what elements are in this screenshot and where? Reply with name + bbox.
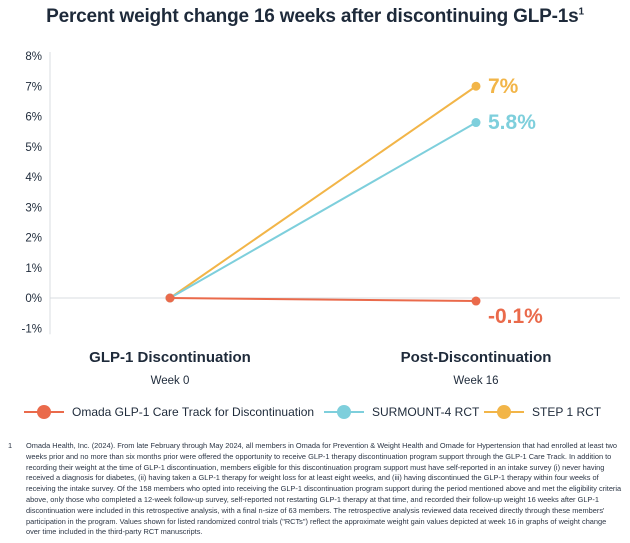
legend-item: SURMOUNT-4 RCT: [324, 405, 479, 419]
legend-label: STEP 1 RCT: [532, 405, 602, 419]
series-line: [169, 121, 477, 299]
data-label: 5.8%: [488, 111, 536, 134]
legend-label: SURMOUNT-4 RCT: [372, 405, 480, 419]
x-sublabel: Week 0: [151, 375, 190, 387]
legend-label: Omada GLP-1 Care Track for Discontinuati…: [72, 405, 315, 419]
y-tick-label: 4%: [25, 172, 42, 184]
footnote-text: Omada Health, Inc. (2024). From late Feb…: [26, 441, 622, 537]
y-tick-label: 6%: [25, 112, 42, 124]
chart-title: Percent weight change 16 weeks after dis…: [0, 6, 630, 28]
data-point: [165, 293, 175, 303]
legend-swatch-dot: [37, 405, 51, 419]
line-chart: 8% 7% 6% 5% 4% 3% 2% 1% 0% -1% GLP-1 Discontinuati…: [22, 51, 620, 387]
title-footnote-mark: 1: [578, 6, 584, 18]
footnote: 1 Omada Health, Inc. (2024). From late F…: [8, 441, 622, 538]
legend-swatch: [24, 405, 64, 419]
footnote-mark: 1: [8, 441, 13, 450]
y-tick-label: 8%: [25, 51, 42, 63]
data-label: -0.1%: [488, 305, 543, 328]
series-line: [169, 297, 477, 303]
y-tick-label: 0%: [25, 293, 42, 305]
x-sublabel: Week 16: [453, 375, 498, 387]
data-point: [471, 118, 481, 128]
legend-swatch: [484, 405, 524, 419]
x-category-label: GLP-1 Discontinuation: [89, 349, 251, 366]
y-tick-label: 3%: [25, 202, 42, 214]
chart-title-text: Percent weight change 16 weeks after dis…: [46, 6, 579, 27]
legend-item: Omada GLP-1 Care Track for Discontinuati…: [24, 405, 314, 419]
y-tick-label: 5%: [25, 142, 42, 154]
y-tick-label: 2%: [25, 233, 42, 245]
legend-swatch-dot: [337, 405, 351, 419]
chart-legend: Omada GLP-1 Care Track for Discontinuati…: [24, 405, 624, 425]
data-label: 7%: [488, 75, 519, 98]
legend-item: STEP 1 RCT: [484, 405, 601, 419]
y-tick-label: -1%: [22, 323, 42, 335]
data-point: [471, 81, 481, 91]
x-category-label: Post-Discontinuation: [401, 349, 552, 366]
series-line: [169, 85, 477, 299]
y-tick-label: 1%: [25, 263, 42, 275]
data-point: [471, 296, 481, 306]
legend-swatch-dot: [497, 405, 511, 419]
y-tick-label: 7%: [25, 81, 42, 93]
legend-swatch: [324, 405, 364, 419]
